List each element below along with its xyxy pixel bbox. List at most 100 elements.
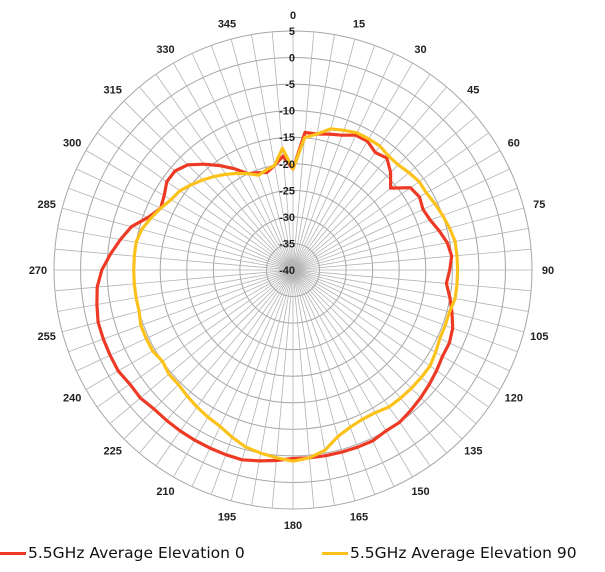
angular-tick-label: 135 <box>464 445 482 457</box>
grid-spoke <box>191 53 294 271</box>
grid-spoke <box>292 269 376 495</box>
angular-tick-label: 75 <box>533 199 545 211</box>
grid-spoke <box>292 269 463 440</box>
grid-spoke <box>76 168 294 271</box>
grid-spoke <box>210 269 294 495</box>
grid-spoke <box>68 269 294 353</box>
grid-spoke <box>139 86 294 271</box>
radial-tick-label: -40 <box>279 265 295 277</box>
radial-tick-label: 0 <box>289 53 295 65</box>
grid-spoke <box>292 86 447 271</box>
legend-swatch-elevation-0 <box>0 551 26 555</box>
grid-spoke <box>292 269 501 390</box>
grid-spoke <box>271 269 294 509</box>
angular-tick-label: 120 <box>505 393 523 405</box>
series-layer <box>95 127 460 463</box>
grid-spoke <box>191 269 294 487</box>
grid-spoke <box>292 269 315 509</box>
grid-spoke <box>292 100 463 271</box>
angular-tick-label: 45 <box>467 85 479 97</box>
legend-label-elevation-0: 5.5GHz Average Elevation 0 <box>28 544 245 562</box>
grid-spoke <box>62 207 294 271</box>
grid-spoke <box>85 150 294 271</box>
angular-tick-label: 270 <box>29 265 47 277</box>
radial-tick-label: -5 <box>285 79 295 91</box>
grid-spoke <box>173 62 294 271</box>
grid-spoke <box>68 187 294 271</box>
grid-spoke <box>251 34 294 271</box>
grid-spoke <box>155 269 294 467</box>
angular-tick-label: 180 <box>284 520 302 532</box>
grid-spoke <box>292 269 532 292</box>
grid-spoke <box>57 228 294 271</box>
polar-chart: -40 -35 -30 -25 -20 -15 -10 -5 0 5 0 15 30 45 60 75 90 1… <box>29 10 554 532</box>
grid-spoke <box>292 269 356 501</box>
legend-item-elevation-90: 5.5GHz Average Elevation 90 <box>322 544 577 562</box>
radial-tick-labels: -40 -35 -30 -25 -20 -15 -10 -5 0 5 <box>279 26 295 277</box>
angular-tick-label: 315 <box>104 85 122 97</box>
grid-spoke <box>292 45 376 271</box>
grid-spoke <box>292 269 524 333</box>
radial-tick-label: -20 <box>279 159 295 171</box>
grid-spoke <box>292 269 490 408</box>
grid-spoke <box>292 34 335 271</box>
angular-tick-label: 165 <box>350 511 368 523</box>
grid-spoke <box>292 31 315 271</box>
grid-spoke <box>292 116 477 271</box>
grid-spoke <box>139 269 294 454</box>
legend-swatch-elevation-90 <box>322 551 348 555</box>
angular-tick-labels: 0 15 30 45 60 75 90 105 120 135 150 165 180 195 210 225… <box>29 10 554 532</box>
grid-spoke <box>210 45 294 271</box>
radial-tick-label: -35 <box>279 238 295 250</box>
grid-spoke <box>173 269 294 478</box>
radial-tick-label: 5 <box>289 26 295 38</box>
angular-tick-label: 255 <box>38 331 56 343</box>
radial-tick-label: -15 <box>279 132 295 144</box>
angular-tick-label: 60 <box>508 138 520 150</box>
series-line-0 <box>95 130 455 463</box>
grid-spoke <box>292 269 447 454</box>
grid-spoke <box>292 269 529 312</box>
grid-spoke <box>292 269 431 467</box>
angular-tick-label: 300 <box>63 138 81 150</box>
grid-spoke <box>292 187 518 271</box>
grid-spoke <box>292 269 395 487</box>
grid-spoke <box>292 248 532 271</box>
grid-spoke <box>109 116 294 271</box>
grid-spoke <box>292 269 510 372</box>
legend-label-elevation-90: 5.5GHz Average Elevation 90 <box>350 544 577 562</box>
grid-spoke <box>292 73 431 271</box>
grid-spoke <box>292 269 518 353</box>
grid-spoke <box>292 62 413 271</box>
grid-spoke <box>292 228 529 271</box>
angular-tick-label: 345 <box>218 19 236 31</box>
grid-spoke <box>54 269 294 292</box>
angular-tick-label: 285 <box>38 199 56 211</box>
series-line-1 <box>132 127 460 463</box>
grid-spoke <box>292 168 510 271</box>
grid-spoke <box>292 53 395 271</box>
angular-tick-label: 225 <box>104 445 122 457</box>
grid-spoke <box>96 132 294 271</box>
grid-spoke <box>292 269 477 424</box>
radial-tick-label: -25 <box>279 185 295 197</box>
angular-tick-label: 0 <box>290 10 296 22</box>
grid-spoke <box>155 73 294 271</box>
grid-spoke <box>76 269 294 372</box>
grid-spoke <box>54 248 294 271</box>
grid-spoke <box>292 269 413 478</box>
grid-spoke <box>123 100 294 271</box>
grid-spoke <box>85 269 294 390</box>
angular-tick-label: 90 <box>542 265 554 277</box>
angular-tick-label: 105 <box>530 331 548 343</box>
angular-tick-label: 30 <box>414 44 426 56</box>
grid-spoke <box>230 269 294 501</box>
grid-spoke <box>292 207 524 271</box>
radial-tick-label: -10 <box>279 106 295 118</box>
grid-spoke <box>251 269 294 506</box>
grid-spoke <box>292 150 501 271</box>
angular-tick-label: 150 <box>411 486 429 498</box>
grid-spoke <box>123 269 294 440</box>
legend: 5.5GHz Average Elevation 0 5.5GHz Averag… <box>0 544 605 570</box>
grid-spoke <box>292 269 335 506</box>
